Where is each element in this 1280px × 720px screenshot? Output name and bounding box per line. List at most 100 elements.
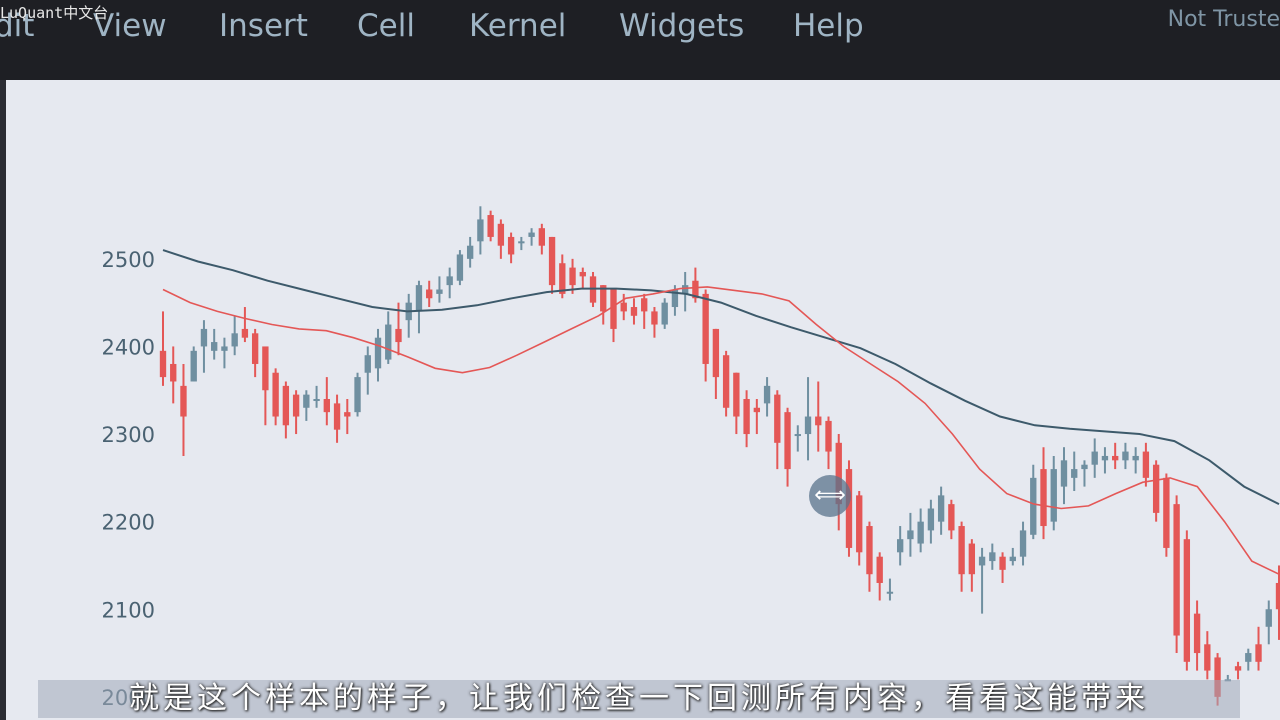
candle — [180, 363, 187, 456]
candle — [876, 552, 883, 601]
candle — [395, 302, 402, 356]
candle — [1122, 442, 1129, 470]
candle — [815, 381, 822, 452]
candle — [897, 526, 904, 566]
cursor-indicator: ⟺ — [809, 475, 851, 517]
candle — [507, 232, 515, 264]
candle — [333, 394, 341, 443]
candle — [426, 280, 433, 308]
candle — [1071, 451, 1078, 491]
candle — [927, 499, 935, 544]
candle — [968, 539, 976, 592]
candle — [774, 390, 781, 470]
candle — [794, 425, 801, 452]
candle — [610, 289, 617, 343]
candle — [1275, 565, 1280, 640]
candle — [1060, 447, 1068, 505]
candle — [1009, 547, 1016, 566]
candle — [886, 578, 894, 601]
candle — [999, 552, 1006, 583]
candle — [1132, 447, 1139, 474]
y-tick-label: 2400 — [102, 335, 155, 359]
candle — [753, 399, 761, 435]
candle — [712, 328, 720, 400]
candle — [702, 289, 709, 382]
candle — [436, 276, 443, 303]
candle — [354, 372, 361, 417]
candle — [1245, 648, 1252, 671]
ma-slow-line — [162, 249, 1280, 505]
trust-status[interactable]: Not Truste — [1167, 7, 1280, 32]
menu-cell[interactable]: Cell — [357, 8, 415, 44]
candle — [344, 399, 351, 435]
candle — [1173, 495, 1180, 654]
menu-kernel[interactable]: Kernel — [469, 8, 567, 44]
candle — [190, 346, 197, 382]
candlestick-chart[interactable]: 200021002200230024002500 — [6, 80, 1280, 720]
candle — [518, 236, 525, 251]
candle — [948, 499, 955, 540]
candle — [251, 328, 259, 378]
y-tick-label: 2100 — [102, 598, 155, 622]
candle — [292, 390, 300, 435]
candle — [1101, 447, 1109, 474]
candle — [579, 267, 586, 290]
candle — [374, 328, 382, 382]
menu-help[interactable]: Help — [793, 8, 864, 44]
candle — [446, 267, 453, 299]
candle — [600, 285, 607, 325]
candle — [856, 490, 863, 566]
candle — [364, 346, 371, 395]
candle — [170, 346, 177, 404]
candle — [681, 271, 689, 312]
candle — [917, 508, 924, 553]
menu-edit[interactable]: dit — [0, 8, 35, 44]
candle — [241, 307, 249, 343]
candle — [958, 521, 965, 592]
candle — [989, 543, 996, 570]
subtitle-caption: 就是这个样本的样子，让我们检查一下回测所有内容，看看这能带来 — [129, 681, 1149, 716]
candle — [211, 328, 218, 360]
y-axis: 200021002200230024002500 — [102, 248, 155, 710]
candle — [1255, 626, 1262, 671]
candle — [978, 547, 986, 614]
candle — [1183, 530, 1191, 671]
candle — [1030, 464, 1037, 540]
candle — [1193, 600, 1201, 671]
menu-insert[interactable]: Insert — [219, 8, 308, 44]
menu-view[interactable]: View — [93, 8, 167, 44]
subtitle-background — [38, 680, 1240, 718]
watermark: LuQuant中文台 — [0, 4, 109, 22]
candle — [825, 416, 832, 470]
candle — [272, 368, 279, 426]
candle — [538, 223, 545, 255]
candle — [385, 311, 392, 364]
y-tick-label: 2300 — [102, 423, 155, 447]
candle — [313, 385, 320, 408]
menu-widgets[interactable]: Widgets — [619, 8, 745, 44]
candle — [763, 377, 771, 417]
candle — [1050, 455, 1057, 531]
candle — [303, 390, 310, 421]
candle — [528, 228, 535, 246]
candle — [231, 315, 238, 356]
candle — [661, 298, 668, 329]
candle — [651, 307, 658, 338]
candle — [1112, 442, 1119, 470]
candle — [743, 390, 750, 448]
candle — [1204, 631, 1211, 680]
y-tick-label: 2500 — [102, 248, 155, 272]
candle — [630, 298, 638, 325]
candle — [1163, 473, 1170, 557]
candle — [569, 258, 576, 294]
y-tick-label: 2200 — [102, 511, 155, 535]
candle — [548, 236, 556, 294]
candle — [323, 377, 330, 426]
candle — [497, 219, 505, 259]
candle — [1152, 460, 1160, 522]
candle — [200, 320, 208, 373]
candle — [282, 381, 290, 439]
resize-horizontal-icon: ⟺ — [814, 483, 846, 508]
candle — [1265, 600, 1272, 645]
candle — [620, 293, 627, 321]
